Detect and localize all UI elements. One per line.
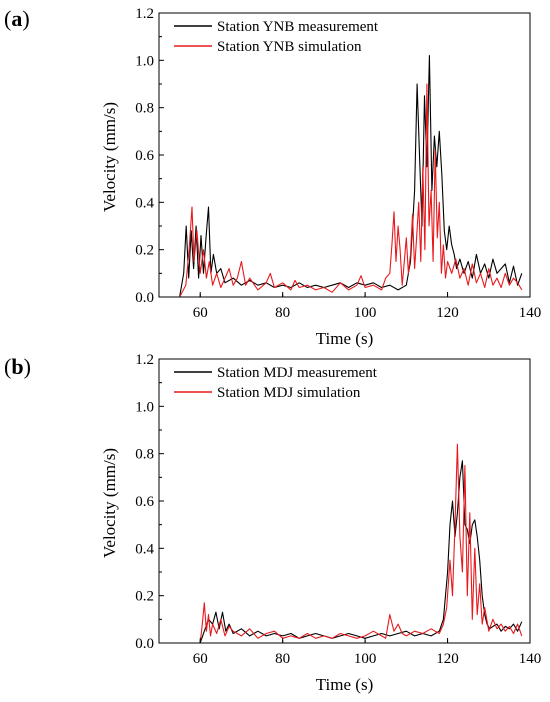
x-axis-title: Time (s) [316, 675, 373, 694]
y-tick-label: 0.4 [135, 541, 154, 557]
y-tick-label: 0.6 [135, 148, 154, 164]
series-line-1 [199, 443, 523, 644]
series-line-0 [199, 460, 523, 644]
y-tick-label: 1.2 [135, 6, 154, 22]
x-tick-label: 140 [519, 651, 542, 667]
x-tick-label: 60 [193, 305, 208, 321]
series-line-1 [179, 83, 523, 298]
x-tick-label: 120 [436, 651, 459, 667]
y-tick-label: 0.6 [135, 494, 154, 510]
series-line-0 [179, 55, 523, 298]
y-tick-label: 0.0 [135, 636, 154, 652]
y-axis-title: Velocity (mm/s) [100, 448, 119, 558]
y-tick-label: 0.8 [135, 447, 154, 463]
legend-label-1: Station MDJ simulation [217, 385, 361, 401]
y-tick-label: 0.2 [135, 243, 154, 259]
panel-label-b-letter: b [11, 354, 23, 379]
y-tick-label: 1.0 [135, 399, 154, 415]
legend-label-1: Station YNB simulation [217, 39, 362, 55]
y-tick-label: 1.0 [135, 53, 154, 69]
y-tick-label: 0.8 [135, 101, 154, 117]
panel-label-b: (b) [4, 354, 31, 379]
plot-frame [158, 358, 531, 644]
plot-frame [158, 12, 531, 298]
x-tick-label: 60 [193, 651, 208, 667]
panel-label-a: (a) [4, 6, 30, 31]
x-tick-label: 100 [354, 651, 377, 667]
y-tick-label: 1.2 [135, 352, 154, 368]
y-tick-label: 0.2 [135, 589, 154, 605]
x-tick-label: 140 [519, 305, 542, 321]
x-tick-label: 80 [275, 305, 290, 321]
legend-label-0: Station MDJ measurement [217, 365, 378, 381]
x-tick-label: 80 [275, 651, 290, 667]
chart-a: 60 80 100 120 140 0.0 0.2 0.4 0.6 0.8 1.0 1.2 Time (… [100, 6, 541, 348]
chart-b: 60 80 100 120 140 0.0 0.2 0.4 0.6 0.8 1.0 1.2 Time (… [100, 352, 541, 694]
y-axis-title: Velocity (mm/s) [100, 102, 119, 212]
x-tick-label: 100 [354, 305, 377, 321]
y-tick-label: 0.0 [135, 290, 154, 306]
x-axis-title: Time (s) [316, 329, 373, 348]
legend-label-0: Station YNB measurement [217, 19, 379, 35]
y-tick-label: 0.4 [135, 195, 154, 211]
panel-label-a-letter: a [11, 6, 22, 31]
x-tick-label: 120 [436, 305, 459, 321]
